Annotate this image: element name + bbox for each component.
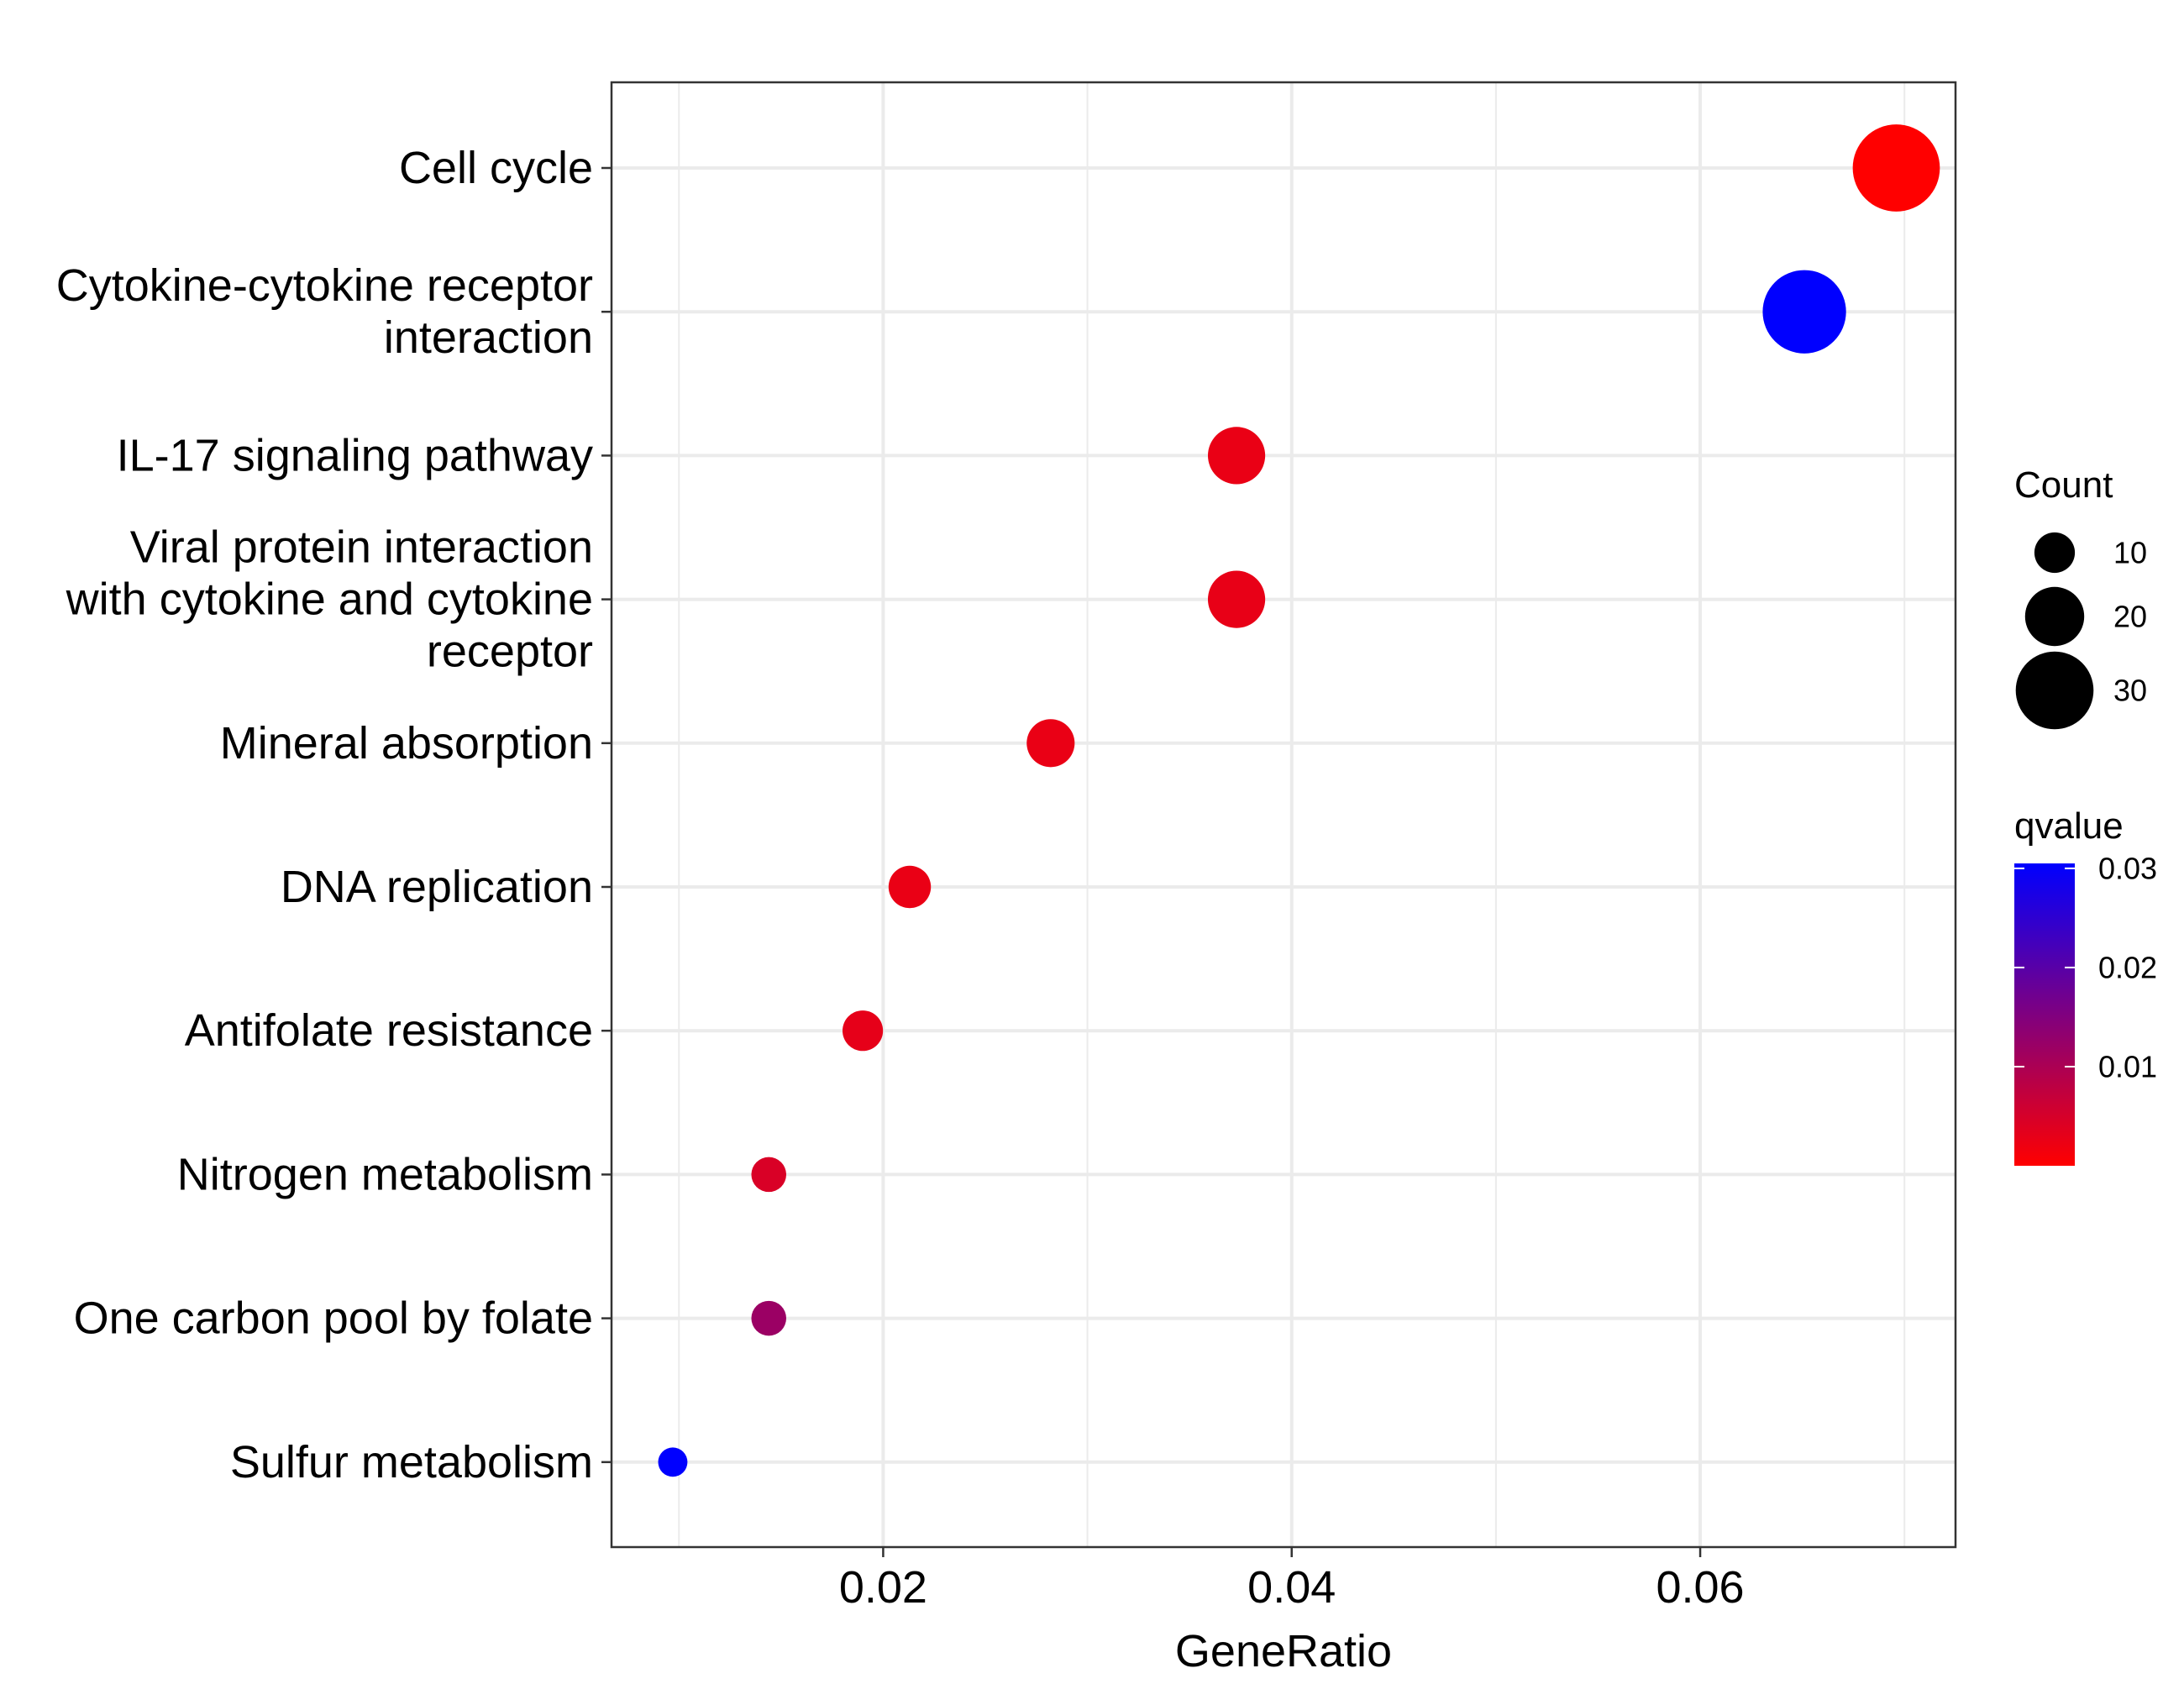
- size-legend-key: [2024, 586, 2085, 647]
- color-legend-label: 0.02: [2098, 950, 2157, 984]
- y-axis-label: IL-17 signaling pathway: [117, 430, 593, 480]
- x-axis-tick-label: 0.06: [1656, 1562, 1744, 1613]
- data-point: [1207, 570, 1266, 628]
- y-axis-label: interaction: [384, 312, 593, 363]
- y-axis-label: receptor: [427, 627, 593, 677]
- size-legend-title: Count: [2014, 464, 2113, 506]
- x-axis-tick-label: 0.04: [1247, 1562, 1336, 1613]
- data-point: [751, 1300, 787, 1336]
- y-axis-label: Nitrogen metabolism: [177, 1149, 593, 1199]
- color-legend-label: 0.03: [2098, 851, 2157, 885]
- data-point: [888, 865, 932, 909]
- data-point: [658, 1447, 688, 1477]
- x-axis-tick-label: 0.02: [839, 1562, 927, 1613]
- panel-border: [610, 81, 1957, 1549]
- grid-layer: [612, 82, 1956, 1547]
- points-layer: [658, 124, 1940, 1477]
- y-axis-label: Viral protein interaction: [130, 522, 593, 573]
- x-axis: GeneRatio 0.02 0.04 0.06: [839, 1547, 1745, 1676]
- y-axis-label: Cell cycle: [399, 143, 593, 193]
- data-point: [1207, 427, 1266, 485]
- y-axis-label: with cytokine and cytokine: [66, 574, 593, 625]
- data-point: [1762, 270, 1846, 354]
- legend: Count qvalue 10 20 30 0.01 0.02 0.03: [2014, 464, 2157, 1166]
- y-axis-label: DNA replication: [281, 862, 593, 912]
- y-axis-label: Mineral absorption: [220, 718, 593, 769]
- color-legend-label: 0.01: [2098, 1049, 2157, 1083]
- size-legend-key: [2034, 532, 2076, 574]
- data-point: [1026, 719, 1075, 768]
- y-axis-label: Cytokine-cytokine receptor: [56, 260, 593, 311]
- color-legend-bar: [2014, 863, 2075, 1166]
- size-legend-label: 30: [2113, 674, 2147, 708]
- y-axis-label: Sulfur metabolism: [230, 1437, 593, 1487]
- y-axis-label: One carbon pool by folate: [74, 1293, 593, 1344]
- size-legend-label: 10: [2113, 536, 2147, 570]
- size-legend-key: [2015, 651, 2094, 730]
- size-legend-label: 20: [2113, 600, 2147, 634]
- data-point: [751, 1157, 787, 1193]
- x-axis-title: GeneRatio: [1175, 1626, 1392, 1676]
- data-point: [842, 1010, 884, 1052]
- y-axis-label: Antifolate resistance: [185, 1005, 593, 1056]
- color-legend-title: qvalue: [2014, 805, 2124, 847]
- data-point: [1852, 124, 1940, 212]
- y-axis: Cell cycle Cytokine-cytokine receptorinte…: [56, 143, 612, 1487]
